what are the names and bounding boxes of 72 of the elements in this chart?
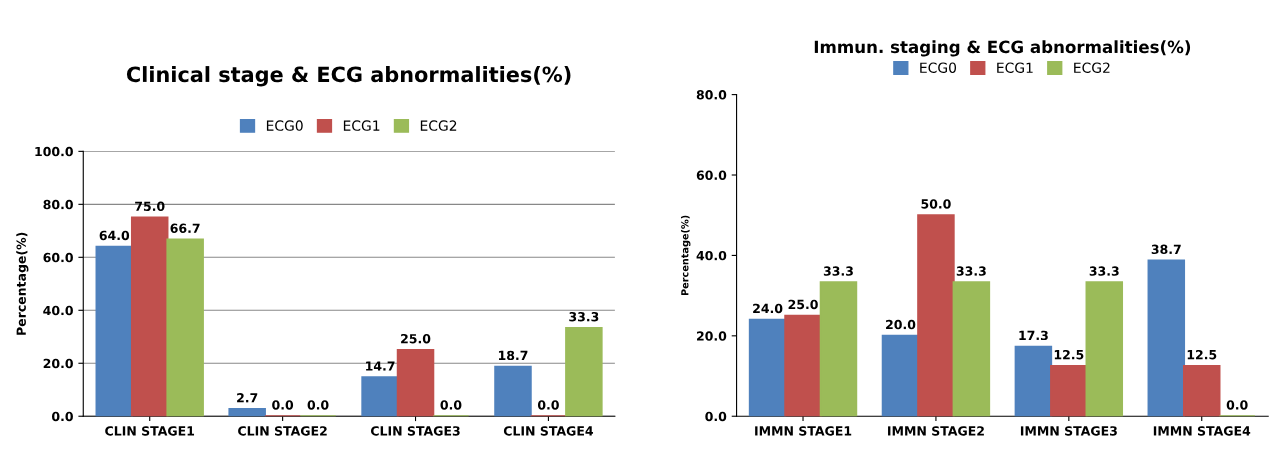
bar bbox=[130, 216, 169, 417]
data-label: 50.0 bbox=[921, 199, 951, 209]
data-label: 66.7 bbox=[170, 223, 200, 233]
legend-label: ECG1 bbox=[997, 62, 1033, 73]
bar bbox=[819, 281, 858, 417]
bar bbox=[1182, 364, 1221, 417]
data-label: 24.0 bbox=[753, 303, 783, 314]
data-label: 33.3 bbox=[823, 266, 853, 276]
y-tick-label: 80.0 bbox=[43, 199, 73, 210]
x-tick-label: IMMN STAGE2 bbox=[888, 426, 984, 436]
bar bbox=[1014, 345, 1053, 417]
data-label: 12.5 bbox=[1054, 349, 1084, 360]
bar bbox=[95, 245, 134, 417]
bar bbox=[565, 326, 603, 417]
data-label: 64.0 bbox=[99, 230, 130, 241]
data-label: 18.7 bbox=[498, 350, 528, 361]
x-tick-label: CLIN STAGE3 bbox=[370, 426, 460, 436]
data-label: 33.3 bbox=[956, 266, 986, 276]
bar bbox=[166, 238, 204, 417]
data-label: 25.0 bbox=[788, 299, 818, 310]
y-tick-label: 40.0 bbox=[43, 305, 73, 316]
data-label: 0.0 bbox=[307, 400, 329, 410]
x-tick-label: IMMN STAGE3 bbox=[1020, 426, 1117, 436]
bar bbox=[748, 318, 787, 417]
x-tick-label: CLIN STAGE1 bbox=[105, 426, 195, 436]
data-label: 33.3 bbox=[569, 311, 599, 322]
data-label: 12.5 bbox=[1187, 349, 1217, 360]
x-tick-label: IMMN STAGE4 bbox=[1153, 426, 1251, 436]
data-label: 25.0 bbox=[401, 333, 431, 344]
data-label: 20.0 bbox=[886, 319, 916, 330]
y-tick-label: 100.0 bbox=[35, 146, 73, 157]
data-label: 0.0 bbox=[537, 400, 559, 410]
y-axis-title: Percentage(%) bbox=[680, 215, 691, 296]
bar bbox=[396, 348, 435, 417]
y-tick-label: 60.0 bbox=[696, 170, 727, 180]
legend-label: ECG2 bbox=[1074, 62, 1110, 73]
data-label: 0.0 bbox=[440, 400, 462, 410]
y-tick-label: 0.0 bbox=[705, 411, 727, 422]
data-label: 14.7 bbox=[366, 361, 395, 371]
bar bbox=[784, 314, 822, 417]
y-tick-label: 20.0 bbox=[697, 331, 727, 341]
bar bbox=[1147, 259, 1186, 417]
data-label: 33.3 bbox=[1089, 266, 1119, 276]
y-tick-label: 60.0 bbox=[43, 252, 73, 263]
legend-label: ECG0 bbox=[920, 62, 957, 73]
x-tick-label: IMMN STAGE1 bbox=[755, 426, 852, 436]
legend-label: ECG1 bbox=[343, 120, 380, 131]
bar bbox=[1050, 364, 1088, 417]
bar bbox=[361, 376, 399, 417]
y-tick-label: 0.0 bbox=[52, 411, 73, 422]
chart-title: Clinical stage & ECG abnormalities(%) bbox=[126, 66, 571, 87]
y-tick-label: 20.0 bbox=[43, 358, 73, 369]
bar bbox=[228, 408, 266, 417]
x-tick-label: CLIN STAGE2 bbox=[238, 426, 327, 436]
bar bbox=[881, 334, 920, 417]
bar bbox=[1085, 281, 1124, 417]
y-tick-label: 40.0 bbox=[696, 250, 727, 261]
bar bbox=[494, 365, 532, 417]
data-label: 75.0 bbox=[135, 201, 165, 211]
bar bbox=[917, 214, 955, 417]
data-label: 17.3 bbox=[1019, 330, 1048, 341]
data-label: 0.0 bbox=[272, 400, 294, 410]
data-label: 38.7 bbox=[1151, 244, 1181, 255]
y-axis-title: Percentage(%) bbox=[16, 232, 29, 335]
legend-label: ECG2 bbox=[420, 120, 457, 131]
data-label: 2.7 bbox=[237, 393, 258, 403]
data-label: 0.0 bbox=[1226, 400, 1248, 410]
x-tick-label: CLIN STAGE4 bbox=[503, 426, 594, 436]
y-tick-label: 80.0 bbox=[696, 90, 727, 100]
bar bbox=[952, 281, 991, 417]
legend-label: ECG0 bbox=[266, 120, 303, 131]
chart-title: Immun. staging & ECG abnormalities(%) bbox=[814, 40, 1191, 57]
